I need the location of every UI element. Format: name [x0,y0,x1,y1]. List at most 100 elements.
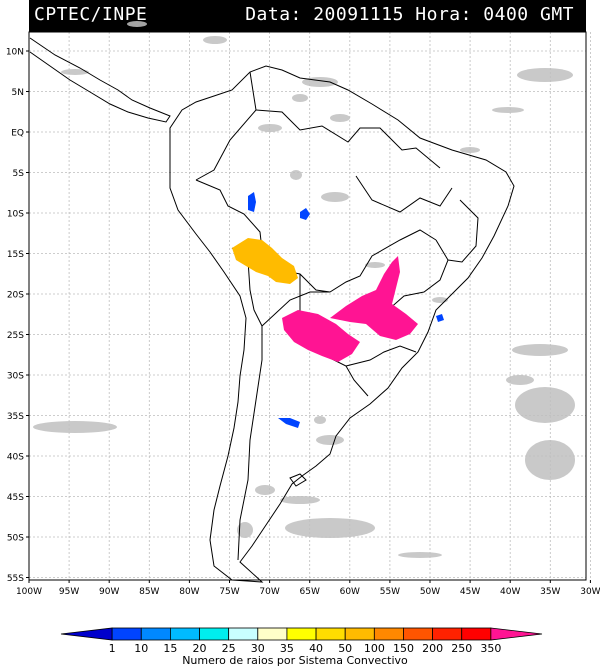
colorbar-segment [286,627,317,641]
cloud-patch [398,552,442,558]
lat-tick-label: 30S [7,372,24,382]
lat-tick-label: 5S [13,169,25,179]
lat-tick-label: 45S [7,493,24,503]
lightning-cell-10 [300,208,310,220]
colorbar-segment [169,627,200,641]
colorbar-segment [403,627,434,641]
cloud-patch [515,387,575,423]
south-america-coastline [169,65,515,583]
lon-tick-label: 40W [500,587,520,597]
lon-tick-label: 45W [460,587,480,597]
colorbar-segment [432,627,463,641]
lightning-cell-10 [436,314,444,322]
colorbar-tick-label: 25 [222,642,236,655]
colorbar-tick-label: 40 [309,642,323,655]
lightning-cell-350 [282,310,360,362]
cloud-patch [237,522,253,538]
cloud-patch [280,496,320,504]
colorbar-segment [461,627,492,641]
colorbar-title: Numero de raios por Sistema Convectivo [182,654,408,667]
title-bar: CPTEC/INPE Data: 20091115 Hora: 0400 GMT [29,0,586,32]
country-border [447,199,479,263]
hour-label: Hora: [415,4,472,25]
colorbar-tick-label: 20 [193,642,207,655]
colorbar-tick-label: 150 [393,642,414,655]
falklands-coastline [289,473,307,487]
land-outlines [29,37,515,583]
colorbar-segment [373,627,404,641]
colorbar-tick-label: 250 [451,642,472,655]
colorbar-segment [257,627,288,641]
lat-tick-label: 20S [7,291,24,301]
cloud-patch [127,21,147,27]
lon-tick-label: 95W [59,587,79,597]
cloud-patch [292,94,308,102]
cloud-patch [258,124,282,132]
cloud-patch [61,69,89,75]
cloud-patch [285,518,375,538]
lat-tick-label: 10S [7,210,24,220]
lat-tick-label: 5N [12,88,24,98]
country-border [237,326,263,561]
lat-tick-label: EQ [11,129,24,139]
colorbar-tick-label: 10 [134,642,148,655]
colorbar-tick-label: 30 [251,642,265,655]
date-label: Data: [245,4,302,25]
lon-tick-label: 65W [300,587,320,597]
lon-tick-label: 70W [259,587,279,597]
date-value: 20091115 [313,4,404,25]
source-label: CPTEC/INPE [34,4,148,25]
lightning-cell-10 [248,192,256,212]
lon-tick-label: 55W [380,587,400,597]
latitude-axis: 10N 5N EQ 5S 10S 15S 20S 25S 30S 35S 40S 45S 50S 55S [6,48,29,584]
central-america-coastline [29,37,171,123]
colorbar-tick-label: 100 [364,642,385,655]
country-border [195,71,257,181]
colorbar-tick-label: 350 [480,642,501,655]
cloud-patch [321,192,349,202]
colorbar-tick-label: 200 [422,642,443,655]
colorbar-segment [315,627,346,641]
longitude-axis: 100W 95W 90W 85W 80W 75W 70W 65W 60W 55W 50W 45W 40W… [16,580,600,597]
cloud-patch [512,344,568,356]
lon-tick-label: 85W [139,587,159,597]
colorbar-segment [199,627,230,641]
country-border [255,109,441,169]
lat-tick-label: 10N [6,48,24,58]
datetime-label: Data: 20091115 Hora: 0400 GMT [245,4,574,25]
lightning-cell-10 [278,418,300,428]
lat-tick-label: 35S [7,412,24,422]
lon-tick-label: 80W [179,587,199,597]
cloud-patch [255,485,275,495]
cloud-patch [203,36,227,44]
cloud-patch [517,68,573,82]
lon-tick-label: 90W [99,587,119,597]
cloud-patch [330,114,350,122]
colorbar-segment [111,627,142,641]
cloud-patch [316,435,344,445]
colorbar-segment [60,627,113,641]
colorbar-segment [140,627,171,641]
lat-tick-label: 50S [7,534,24,544]
cloud-patch [506,375,534,385]
colorbar-tick-label: 1 [109,642,116,655]
map-frame [28,31,587,581]
lon-tick-label: 100W [16,587,42,597]
lon-tick-label: 50W [420,587,440,597]
cloud-patch [314,416,326,424]
hour-value: 0400 GMT [483,4,574,25]
lat-tick-label: 55S [7,574,24,584]
lon-tick-label: 60W [340,587,360,597]
colorbar-segment [344,627,375,641]
lat-tick-label: 15S [7,250,24,260]
colorbar-tick-label: 35 [280,642,294,655]
country-border [355,175,453,213]
colorbar-tick-label: 15 [163,642,177,655]
country-border [195,179,437,293]
cloud-patch [365,262,385,268]
cloud-patch [33,421,117,433]
colorbar-segment [490,627,543,641]
colorbar-segment [228,627,259,641]
cloud-patch [290,170,302,180]
